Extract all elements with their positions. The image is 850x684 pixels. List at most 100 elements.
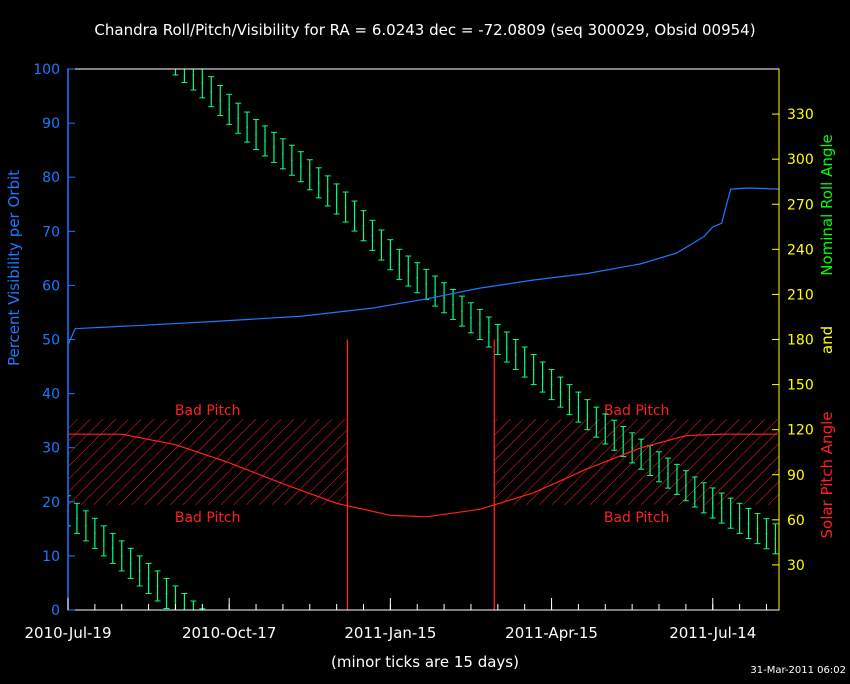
roll-bar [396, 248, 403, 280]
roll-bar [459, 295, 466, 327]
timestamp: 31-Mar-2011 06:02 [750, 665, 846, 676]
roll-point [747, 522, 750, 525]
left-tick-label: 70 [42, 224, 60, 240]
roll-bar [566, 384, 573, 416]
roll-bar [244, 111, 251, 143]
roll-point [165, 592, 168, 595]
roll-point [147, 577, 150, 580]
roll-point [649, 459, 651, 462]
roll-point [425, 283, 427, 286]
right-tick-label: 240 [787, 242, 814, 258]
roll-point [192, 74, 195, 76]
roll-point [685, 484, 687, 487]
left-tick-label: 80 [42, 170, 60, 186]
roll-point [94, 532, 96, 535]
roll-bar [611, 419, 618, 451]
roll-bar [190, 600, 197, 610]
roll-point [389, 253, 392, 256]
roll-bar [754, 513, 761, 545]
roll-bar [306, 159, 313, 191]
roll-point [631, 447, 633, 449]
roll-point [300, 165, 302, 168]
roll-point [380, 244, 383, 246]
roll-bar [100, 525, 107, 557]
roll-point [335, 198, 338, 200]
roll-bar [575, 391, 582, 423]
roll-point [505, 346, 508, 348]
roll-bar [763, 518, 770, 550]
roll-point [729, 512, 732, 515]
roll-point [175, 59, 177, 61]
roll-bar [190, 69, 197, 91]
roll-bar [172, 59, 179, 76]
left-tick-label: 10 [42, 549, 60, 565]
roll-bar [476, 308, 483, 340]
plot-frame [67, 68, 780, 611]
left-tick-label: 60 [42, 278, 60, 294]
roll-bar [682, 470, 689, 502]
left-tick-label: 90 [42, 116, 60, 132]
roll-bar [270, 131, 277, 163]
roll-point [577, 406, 580, 408]
bad-pitch-label-lower: Bad Pitch [604, 510, 670, 526]
roll-point [532, 368, 535, 371]
roll-point [559, 391, 562, 393]
roll-point [550, 383, 553, 386]
roll-point [443, 296, 445, 299]
roll-bar [297, 151, 304, 183]
roll-point [103, 540, 105, 542]
roll-point [640, 453, 642, 455]
roll-point [407, 270, 410, 272]
roll-point [282, 152, 284, 155]
roll-point [470, 316, 472, 319]
roll-point [488, 331, 490, 333]
roll-bar [557, 376, 564, 408]
roll-bar [602, 413, 609, 445]
roll-point [237, 117, 239, 120]
roll-bars [68, 59, 779, 610]
roll-point [344, 206, 347, 208]
roll-point [362, 224, 365, 227]
roll-bar [727, 497, 734, 529]
left-tick-label: 50 [42, 333, 60, 349]
roll-bar [467, 302, 474, 334]
roll-bar [548, 369, 555, 401]
right-tick-label: 60 [787, 513, 805, 529]
roll-bar [73, 502, 80, 534]
roll-point [586, 413, 589, 416]
roll-point [694, 491, 696, 493]
roll-bar [217, 84, 224, 117]
bad-pitch-label-lower: Bad Pitch [175, 510, 241, 526]
roll-bar [593, 406, 600, 438]
roll-point [219, 99, 222, 102]
roll-bar [199, 69, 206, 99]
right-tick-label: 150 [787, 378, 814, 394]
roll-point [228, 108, 230, 111]
roll-bar [109, 532, 116, 564]
x-axis-label: (minor ticks are 15 days) [331, 653, 519, 671]
x-tick-label: 2011-Jan-15 [344, 624, 436, 642]
roll-bar [664, 457, 671, 489]
roll-point [541, 376, 544, 378]
roll-point [434, 290, 436, 292]
roll-bar [172, 585, 179, 610]
roll-point [317, 182, 320, 184]
roll-bar [351, 200, 358, 232]
right-tick-label: 300 [787, 152, 814, 168]
roll-point [246, 126, 248, 128]
roll-bar [378, 229, 385, 261]
roll-bar [503, 331, 510, 363]
roll-point [398, 263, 401, 266]
roll-point [479, 323, 481, 326]
roll-bar [521, 346, 528, 378]
roll-point [658, 465, 660, 468]
roll-bar [441, 282, 448, 314]
roll-bar [279, 138, 286, 170]
roll-point [461, 310, 463, 312]
roll-point [416, 276, 419, 279]
x-tick-label: 2010-Oct-17 [182, 624, 276, 642]
roll-point [264, 140, 266, 142]
roll-point [667, 472, 669, 474]
roll-point [514, 353, 517, 356]
